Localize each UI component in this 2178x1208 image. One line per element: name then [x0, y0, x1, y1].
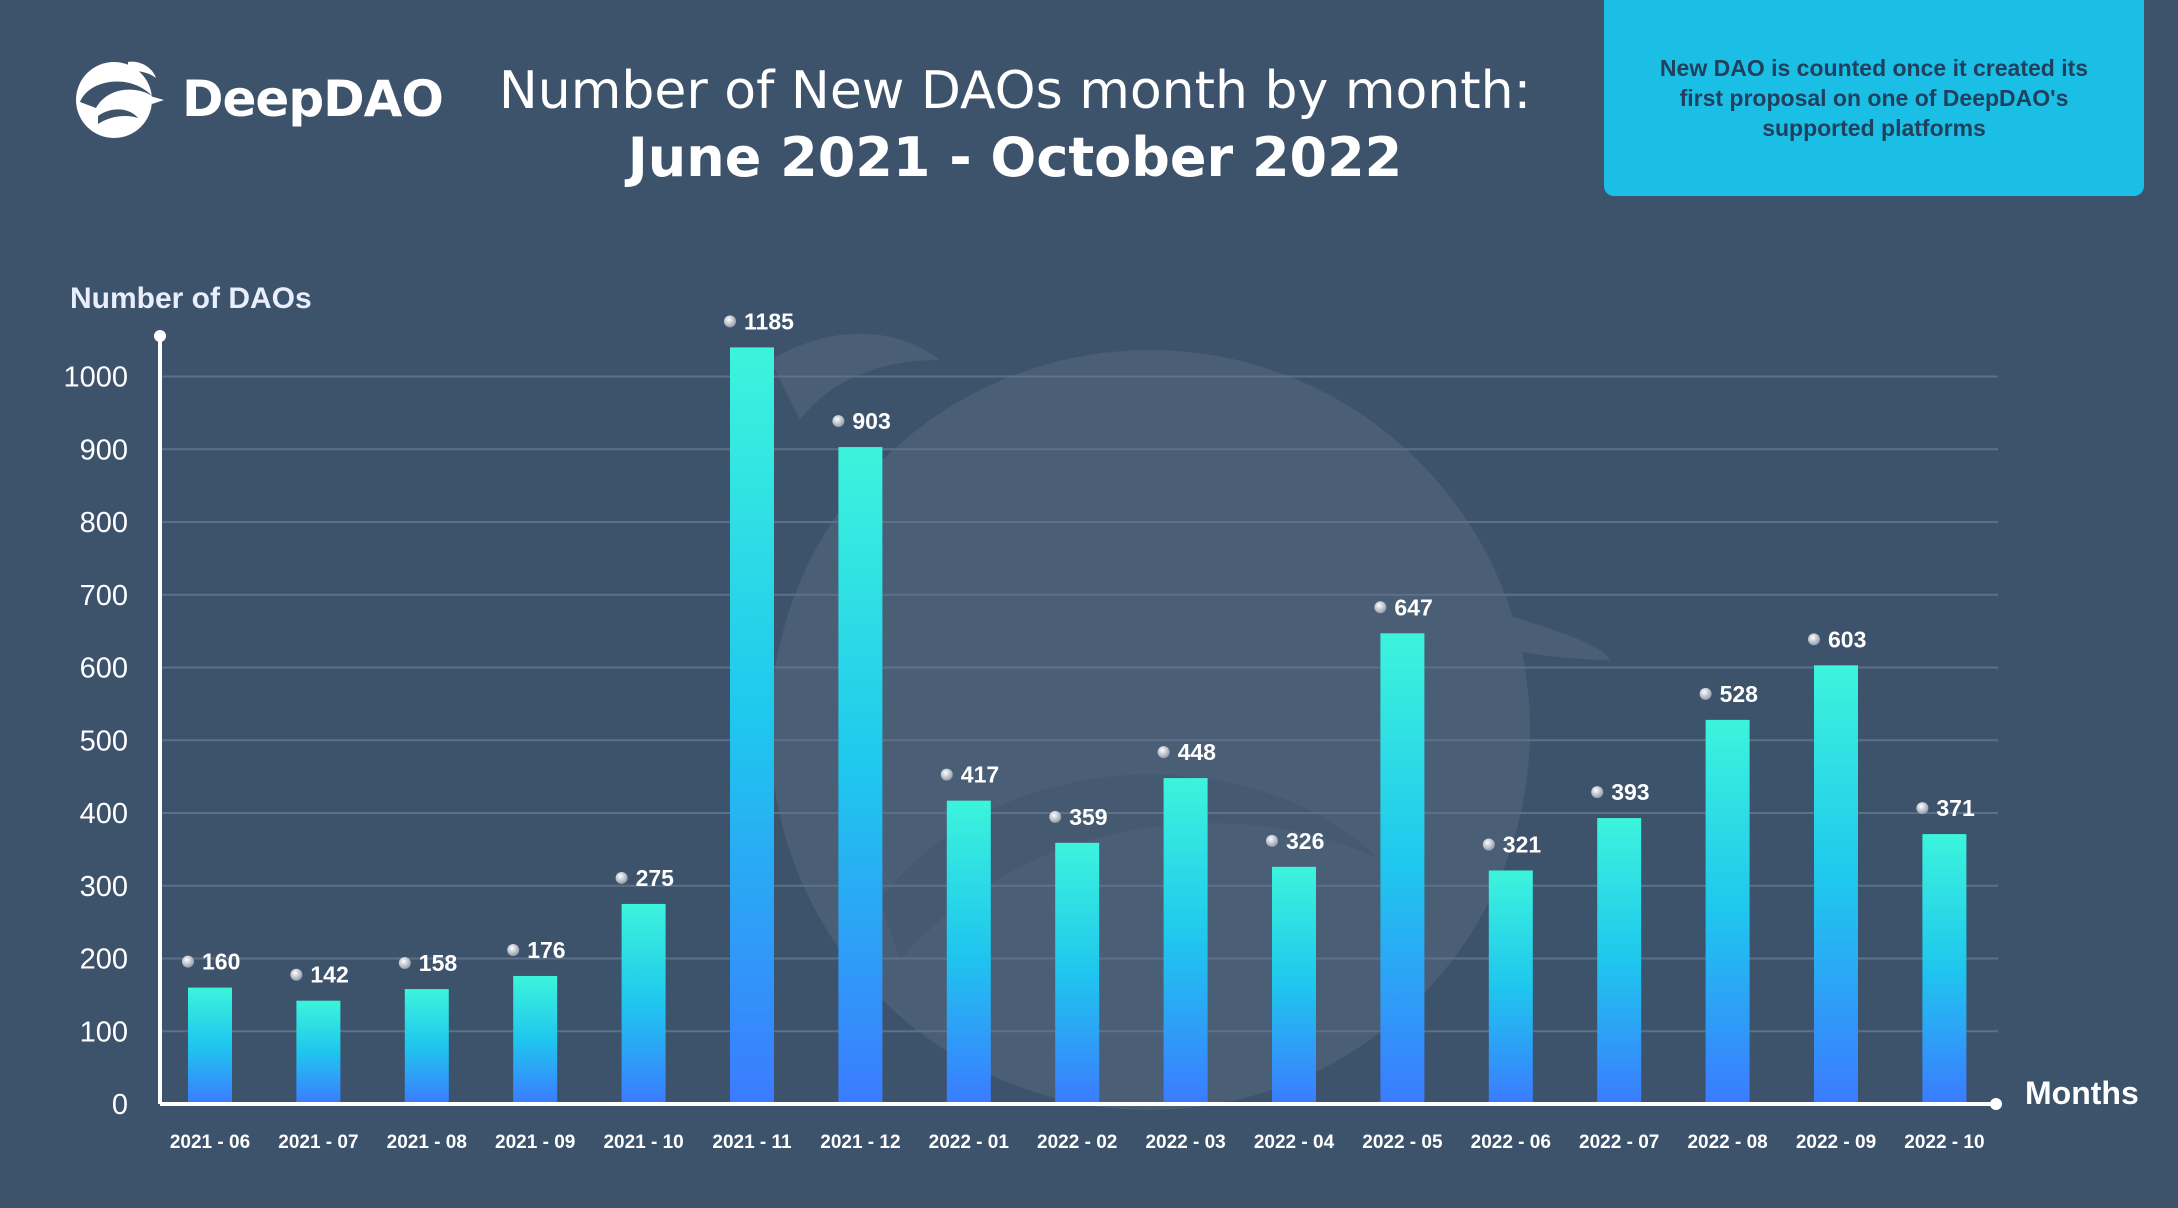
x-tick-label: 2022 - 10 [1904, 1132, 1984, 1153]
x-tick-label: 2022 - 09 [1796, 1132, 1876, 1153]
axes: 0 100 200 300 400 500 600 700 800 900 1000 Number o… [63, 282, 2138, 1153]
chart-title-line2: June 2021 - October 2022 [627, 126, 1403, 189]
value-marker [1374, 601, 1387, 614]
value-marker [507, 943, 520, 956]
x-axis-end-dot [1990, 1098, 2002, 1110]
info-note: New DAO is counted once it created its f… [1604, 0, 2144, 196]
bar [188, 987, 232, 1104]
value-marker [724, 315, 736, 328]
info-note-text: New DAO is counted once it created its f… [1659, 55, 2089, 141]
x-tick-label: 2022 - 06 [1471, 1132, 1551, 1153]
value-marker [1157, 746, 1170, 759]
value-label: 448 [1178, 739, 1217, 765]
value-marker [1591, 786, 1604, 799]
value-label: 903 [852, 408, 890, 434]
y-tick-label: 900 [80, 434, 128, 466]
bar [730, 347, 774, 1104]
bar [1597, 818, 1642, 1104]
y-tick-label: 600 [80, 653, 128, 685]
value-label: 393 [1611, 779, 1649, 805]
x-tick-label: 2021 - 06 [170, 1132, 250, 1153]
brand-logo: DeepDAO [68, 56, 444, 142]
bars [188, 347, 1967, 1104]
x-tick-label: 2021 - 12 [820, 1132, 900, 1153]
chart-title-line1: Number of New DAOs month by month: [498, 61, 1532, 121]
value-marker [1266, 834, 1278, 847]
x-tick-label: 2021 - 08 [387, 1132, 467, 1153]
bar [513, 975, 558, 1104]
value-marker [1049, 810, 1062, 823]
bar [404, 989, 449, 1104]
x-tick-label: 2022 - 02 [1037, 1132, 1117, 1153]
chart-title: Number of New DAOs month by month: June … [440, 58, 1590, 192]
x-tick-label: 2022 - 08 [1687, 1132, 1767, 1153]
bar [1705, 719, 1750, 1104]
value-label: 321 [1503, 831, 1542, 857]
bar [946, 800, 991, 1104]
y-tick-label: 1000 [63, 362, 128, 394]
bar [296, 1000, 341, 1104]
x-tick-label: 2022 - 05 [1362, 1132, 1443, 1153]
value-label: 142 [310, 962, 348, 988]
brand-name: DeepDAO [182, 70, 444, 128]
value-marker [290, 968, 303, 981]
x-tick-label: 2021 - 07 [278, 1132, 358, 1153]
x-tick-label: 2022 - 07 [1579, 1132, 1659, 1153]
value-marker [398, 957, 411, 970]
y-tick-label: 800 [80, 507, 128, 539]
value-marker [940, 768, 953, 781]
y-tick-label: 300 [80, 871, 128, 903]
value-label: 176 [527, 937, 565, 963]
value-label: 417 [961, 762, 999, 788]
value-marker [1699, 687, 1712, 700]
y-tick-label: 200 [80, 944, 128, 976]
y-tick-label: 500 [80, 725, 128, 757]
x-tick-label: 2021 - 10 [603, 1132, 683, 1153]
y-axis-title: Number of DAOs [70, 282, 312, 315]
bar [1272, 866, 1316, 1104]
value-label: 528 [1720, 681, 1759, 707]
bar [1488, 870, 1533, 1104]
x-tick-label: 2022 - 01 [929, 1132, 1010, 1153]
value-label: 160 [202, 949, 240, 975]
x-tick-label: 2021 - 11 [712, 1132, 792, 1153]
bar [621, 903, 666, 1104]
value-marker [1482, 838, 1495, 851]
value-marker [182, 955, 194, 968]
y-tick-label: 700 [80, 580, 128, 612]
x-tick-label: 2022 - 03 [1145, 1132, 1225, 1153]
x-tick-label: 2022 - 04 [1254, 1132, 1335, 1153]
value-label: 359 [1069, 804, 1107, 830]
dolphin-logo-icon [76, 61, 164, 138]
value-label: 371 [1936, 795, 1975, 821]
value-label: 326 [1286, 828, 1324, 854]
bar [1814, 665, 1858, 1104]
bar [1055, 842, 1100, 1104]
value-marker [832, 415, 845, 428]
bar [1922, 834, 1967, 1104]
bar [838, 447, 883, 1104]
y-tick-label: 0 [112, 1089, 128, 1121]
y-tick-label: 400 [80, 798, 128, 830]
value-labels: 160 142 158 176 275 1185 903 417 359 448 326 647 321… [182, 308, 1975, 988]
value-label: 275 [636, 865, 675, 891]
x-tick-label: 2021 - 09 [495, 1132, 575, 1153]
bar [1163, 778, 1208, 1104]
y-tick-label: 100 [80, 1016, 128, 1048]
value-marker [615, 871, 628, 884]
x-axis-title: Months [2025, 1075, 2139, 1111]
value-label: 158 [419, 950, 458, 976]
bar [1380, 633, 1425, 1104]
y-axis-end-dot [154, 330, 166, 342]
value-label: 647 [1394, 594, 1432, 620]
value-marker [1916, 802, 1929, 815]
value-label: 603 [1828, 626, 1866, 652]
value-marker [1808, 633, 1820, 646]
value-label: 1185 [744, 308, 794, 334]
